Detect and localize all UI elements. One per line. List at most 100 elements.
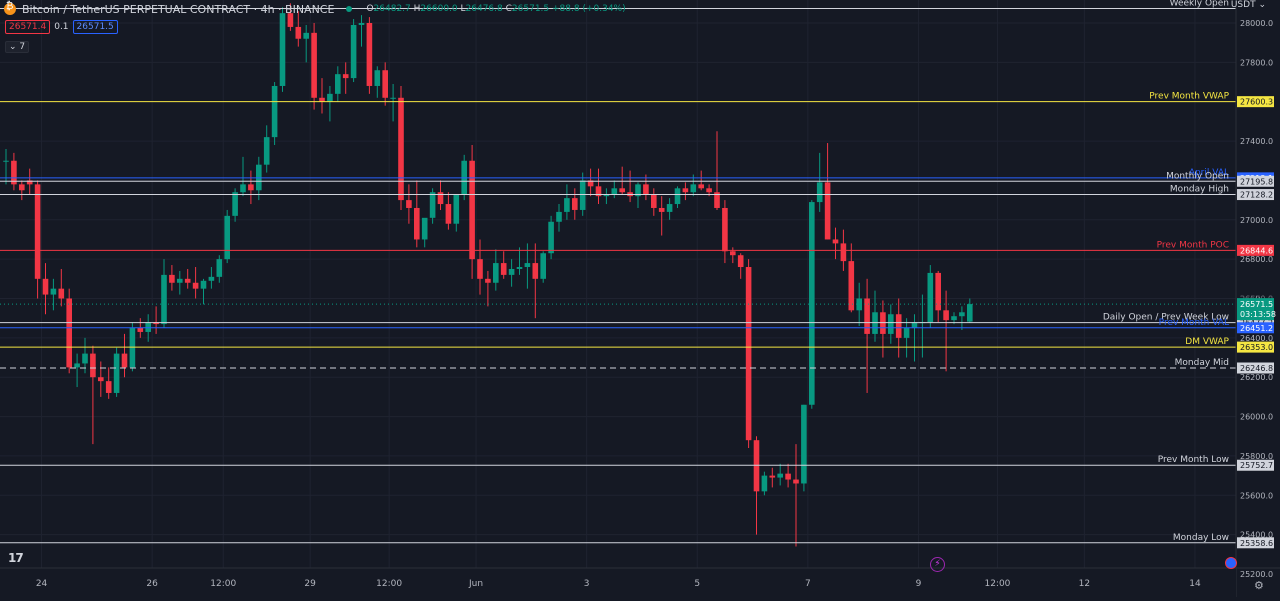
current-price-text: 26571.5: [1240, 300, 1273, 309]
candle: [287, 13, 294, 27]
candle: [129, 328, 136, 368]
level-label: Monday Mid: [1175, 358, 1229, 368]
candle: [271, 85, 278, 138]
candle: [445, 204, 452, 224]
candle: [745, 267, 752, 441]
x-tick-label: 12:00: [984, 579, 1010, 589]
candle: [58, 288, 65, 299]
y-tick-label: 25400.0: [1240, 531, 1273, 540]
candle: [832, 239, 839, 244]
buy-price-button[interactable]: 26571.5: [72, 20, 118, 34]
candle: [406, 200, 412, 208]
candle: [42, 278, 49, 295]
level-price-tag: [1237, 322, 1274, 334]
candle: [485, 278, 491, 283]
currency-selector[interactable]: USDT ⌄: [1231, 0, 1266, 10]
currency-label: USDT: [1230, 0, 1256, 10]
candle: [327, 93, 333, 102]
candle: [469, 160, 475, 260]
x-tick-label: 3: [584, 579, 590, 589]
y-tick-label: 25600.0: [1240, 491, 1273, 500]
candle: [82, 353, 88, 364]
level-label: DM VWAP: [1185, 337, 1229, 347]
y-tick-label: 25800.0: [1240, 452, 1273, 461]
bitcoin-icon: [4, 1, 16, 15]
candle: [74, 363, 80, 368]
candle: [177, 278, 183, 283]
indicators-count: 7: [19, 42, 26, 52]
x-tick-label: 7: [805, 579, 811, 589]
candle: [927, 272, 934, 323]
y-tick-label: 28000.0: [1240, 19, 1273, 28]
candle: [184, 278, 191, 283]
indicators-toggle[interactable]: ⌄ 7: [5, 41, 30, 53]
candle: [848, 261, 855, 311]
candle: [390, 97, 396, 99]
candle: [169, 274, 175, 283]
candle: [595, 186, 602, 197]
candle: [121, 353, 128, 368]
candle: [959, 312, 965, 317]
level-label: Daily Open / Prev Week Low: [1103, 313, 1229, 323]
level-price-tag-text: 26353.0: [1240, 343, 1273, 352]
candle: [303, 32, 309, 39]
level-price-tag-text: 25752.7: [1240, 461, 1273, 470]
candle: [903, 328, 910, 338]
level-price-tag: [1237, 96, 1274, 108]
candle: [619, 188, 625, 193]
gear-icon[interactable]: ⚙: [1254, 579, 1264, 592]
candle: [753, 440, 760, 492]
level-price-tag-text: 26844.6: [1240, 246, 1273, 255]
candle: [816, 182, 823, 203]
symbol-title[interactable]: Bitcoin / TetherUS PERPETUAL CONTRACT · …: [22, 2, 335, 16]
candle: [698, 184, 704, 189]
level-price-tag-text: 26451.2: [1240, 324, 1273, 333]
candle: [200, 280, 207, 289]
level-price-tag-text: 27600.3: [1240, 98, 1273, 107]
level-label: Prev Month Low: [1158, 455, 1229, 465]
candle: [453, 194, 460, 224]
candle: [216, 259, 223, 277]
candle: [105, 381, 112, 393]
candle: [366, 23, 373, 86]
candle: [809, 202, 815, 405]
market-status-icon: [346, 6, 353, 12]
candle: [651, 194, 657, 208]
level-label: Monthly Open: [1166, 171, 1229, 181]
candle: [319, 97, 325, 102]
x-tick-label: 12:00: [210, 579, 236, 589]
candle: [66, 298, 72, 368]
candle: [421, 217, 428, 240]
candle: [279, 13, 286, 86]
candle: [358, 23, 365, 25]
candle: [769, 475, 776, 478]
x-tick-label: 9: [916, 579, 922, 589]
bar-countdown-text: 03:13:58: [1240, 310, 1276, 319]
candle: [414, 207, 420, 240]
x-tick-label: 14: [1189, 579, 1201, 589]
candle: [722, 207, 728, 252]
candle: [263, 137, 270, 165]
candle: [113, 353, 120, 393]
candle: [516, 267, 523, 269]
level-price-tag: [1237, 175, 1274, 187]
lightning-icon[interactable]: ⚡: [930, 557, 945, 572]
candle: [951, 316, 957, 321]
candle: [508, 268, 515, 275]
level-label: Monday High: [1170, 185, 1229, 195]
flag-icon[interactable]: [1225, 557, 1237, 569]
symbol-header: Bitcoin / TetherUS PERPETUAL CONTRACT · …: [4, 1, 626, 17]
candle: [90, 353, 96, 378]
level-label: Prev Month VWAP: [1149, 92, 1229, 102]
candle: [587, 180, 594, 187]
bid-ask-row: 26571.4 0.1 26571.5: [5, 20, 118, 34]
x-tick-label: 24: [36, 579, 48, 589]
candle: [335, 74, 341, 94]
sell-price-button[interactable]: 26571.4: [5, 20, 51, 34]
candle: [737, 255, 744, 268]
time-axis[interactable]: [0, 568, 1236, 597]
candle: [145, 322, 151, 332]
candle: [224, 215, 230, 260]
